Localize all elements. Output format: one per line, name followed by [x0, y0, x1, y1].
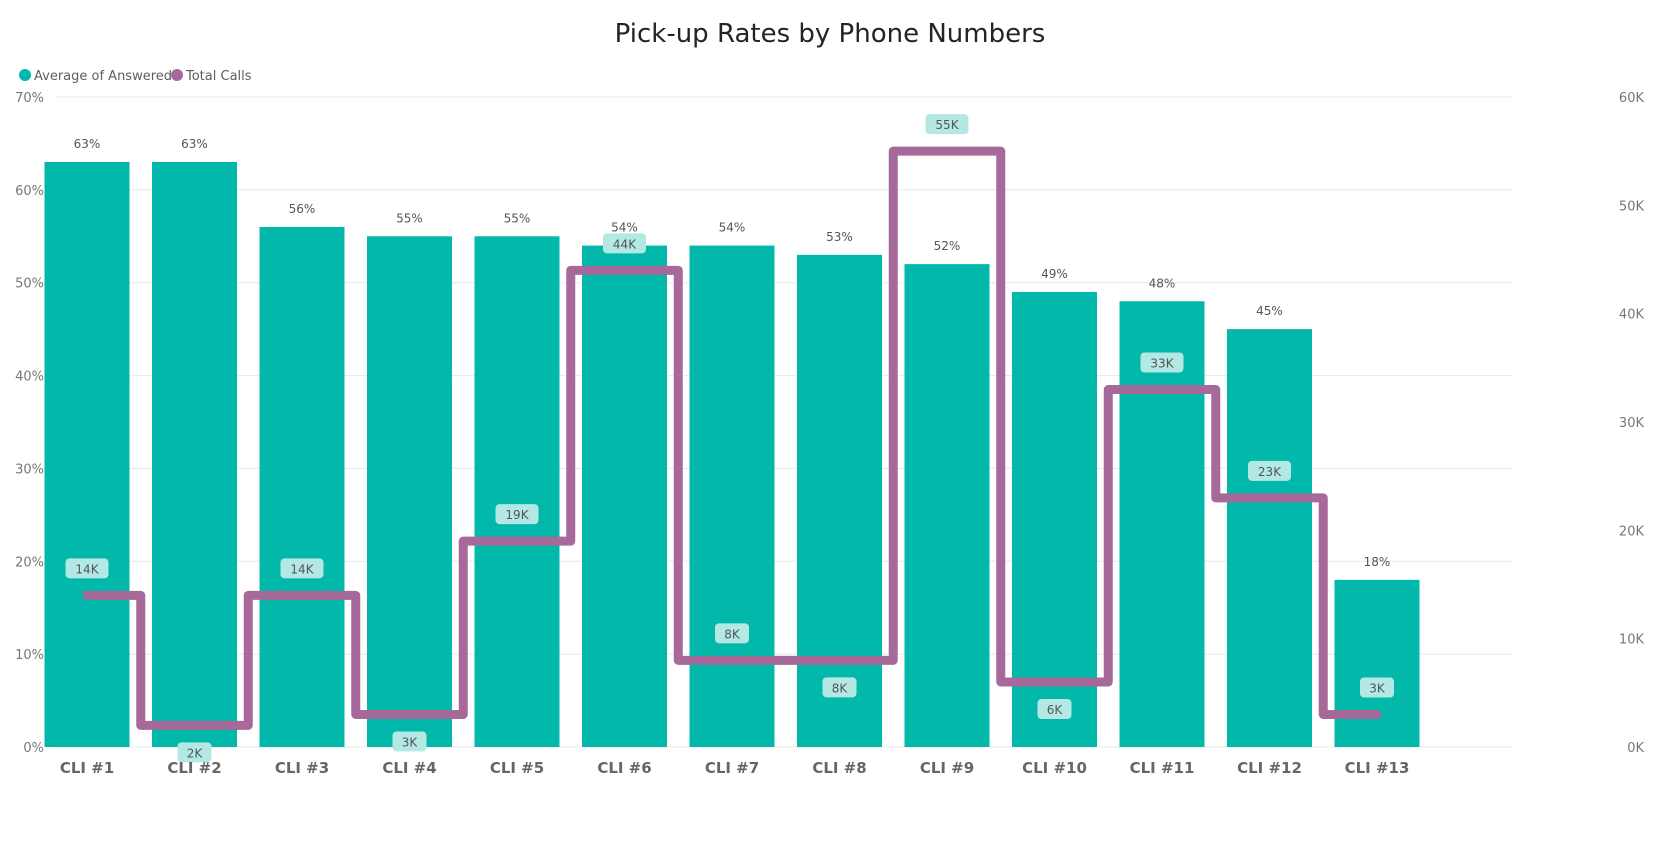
bar[interactable] [689, 245, 775, 748]
line-label-background [1140, 352, 1184, 373]
line-data-label: 8K [832, 681, 849, 695]
line-data-label: 14K [75, 562, 99, 576]
legend-marker-answered [19, 69, 31, 81]
bar-data-label: 54% [719, 221, 746, 235]
bar-data-label: 48% [1149, 276, 1176, 290]
bar-data-label: 53% [826, 230, 853, 244]
y-axis-right: 0K 10K 20K 30K 40K 50K 60K [1619, 91, 1645, 756]
line-label-background [65, 558, 109, 579]
y-left-tick-label: 60% [15, 184, 44, 199]
chart-title: Pick-up Rates by Phone Numbers [615, 19, 1046, 49]
bar[interactable] [367, 236, 452, 748]
bar-data-label: 54% [611, 221, 638, 235]
bar[interactable] [152, 162, 237, 747]
x-tick-label: CLI #7 [705, 759, 759, 777]
x-tick-label: CLI #6 [597, 759, 651, 777]
y-right-tick-label: 20K [1619, 524, 1645, 539]
bar-data-label: 55% [396, 211, 423, 225]
line-label-background [822, 677, 857, 698]
line-data-label: 6K [1047, 703, 1064, 717]
x-tick-label: CLI #11 [1130, 759, 1195, 777]
x-tick-label: CLI #10 [1022, 759, 1087, 777]
bar[interactable] [259, 227, 345, 747]
line-label-background [603, 233, 646, 254]
line-data-label: 23K [1258, 465, 1282, 479]
line-data-label: 3K [402, 736, 419, 750]
bar[interactable] [797, 254, 882, 747]
line-label-background [925, 114, 969, 135]
total-calls-step-line[interactable] [82, 146, 1382, 730]
line-label-background [1248, 460, 1291, 481]
line-data-labels: 14K 2K 14K 3K 19K 44K 8K 8K 55K 6K 33K 23K 3K [65, 114, 1394, 763]
line-data-label: 33K [1150, 357, 1174, 371]
line-label-background [495, 504, 539, 525]
x-axis: CLI #1 CLI #2 CLI #3 CLI #4 CLI #5 CLI #6 CLI … [60, 759, 1410, 777]
x-tick-label: CLI #5 [490, 759, 544, 777]
bar-data-label: 52% [934, 239, 961, 253]
line-label-background [1037, 699, 1072, 719]
y-right-tick-label: 50K [1619, 199, 1645, 214]
bar-data-label: 55% [504, 211, 531, 225]
bars [44, 162, 1420, 748]
x-tick-label: CLI #9 [920, 759, 974, 777]
bar[interactable] [904, 264, 990, 747]
legend-label-total-calls: Total Calls [185, 69, 252, 84]
legend-marker-total-calls [171, 69, 183, 81]
y-left-tick-label: 10% [15, 648, 44, 663]
bar-data-label: 56% [289, 202, 316, 216]
line-label-background [715, 623, 749, 644]
line-label-background [392, 731, 427, 752]
x-tick-label: CLI #13 [1345, 759, 1410, 777]
line-data-label: 44K [613, 237, 637, 251]
y-left-tick-label: 20% [15, 555, 44, 570]
line-data-label: 3K [1369, 682, 1386, 696]
y-right-tick-label: 0K [1627, 741, 1644, 756]
y-left-tick-label: 50% [15, 277, 44, 292]
bar-data-labels: 63% 63% 56% 55% 55% 54% 54% 53% 52% 49% 48% 45% 18% [74, 137, 1391, 569]
x-tick-label: CLI #1 [60, 759, 114, 777]
bar[interactable] [1012, 292, 1097, 747]
line-data-label: 8K [724, 627, 741, 641]
line-data-label: 2K [187, 746, 204, 760]
y-left-tick-label: 40% [15, 370, 44, 385]
y-axis-left: 0% 10% 20% 30% 40% 50% 60% 70% [15, 91, 44, 756]
y-right-tick-label: 10K [1619, 633, 1645, 648]
line-label-background [280, 558, 324, 579]
y-right-tick-label: 60K [1619, 91, 1645, 106]
y-right-tick-label: 40K [1619, 308, 1645, 323]
legend-label-answered: Average of Answered [34, 69, 172, 84]
bar[interactable] [582, 245, 667, 748]
bar-data-label: 63% [181, 137, 208, 151]
line-data-label: 19K [505, 508, 529, 522]
line-data-label: 55K [935, 118, 959, 132]
x-tick-label: CLI #3 [275, 759, 329, 777]
line-label-background [1360, 677, 1394, 698]
bar-data-label: 49% [1041, 267, 1068, 281]
line-label-background [177, 742, 212, 763]
bar[interactable] [1227, 329, 1312, 747]
bar-data-label: 18% [1364, 555, 1391, 569]
bar[interactable] [474, 236, 560, 748]
y-left-tick-label: 30% [15, 462, 44, 477]
y-left-tick-label: 0% [23, 741, 44, 756]
total-calls-line [82, 146, 1382, 730]
bar[interactable] [1334, 579, 1420, 747]
y-left-tick-label: 70% [15, 91, 44, 106]
bar[interactable] [44, 162, 130, 747]
x-tick-label: CLI #2 [167, 759, 221, 777]
legend[interactable]: Average of Answered Total Calls [19, 69, 252, 84]
bar-data-label: 45% [1256, 304, 1283, 318]
x-tick-label: CLI #12 [1237, 759, 1302, 777]
bar-data-label: 63% [74, 137, 101, 151]
line-data-label: 14K [290, 562, 314, 576]
x-tick-label: CLI #8 [812, 759, 866, 777]
x-tick-label: CLI #4 [382, 759, 436, 777]
y-right-tick-label: 30K [1619, 416, 1645, 431]
bar[interactable] [1119, 301, 1205, 747]
